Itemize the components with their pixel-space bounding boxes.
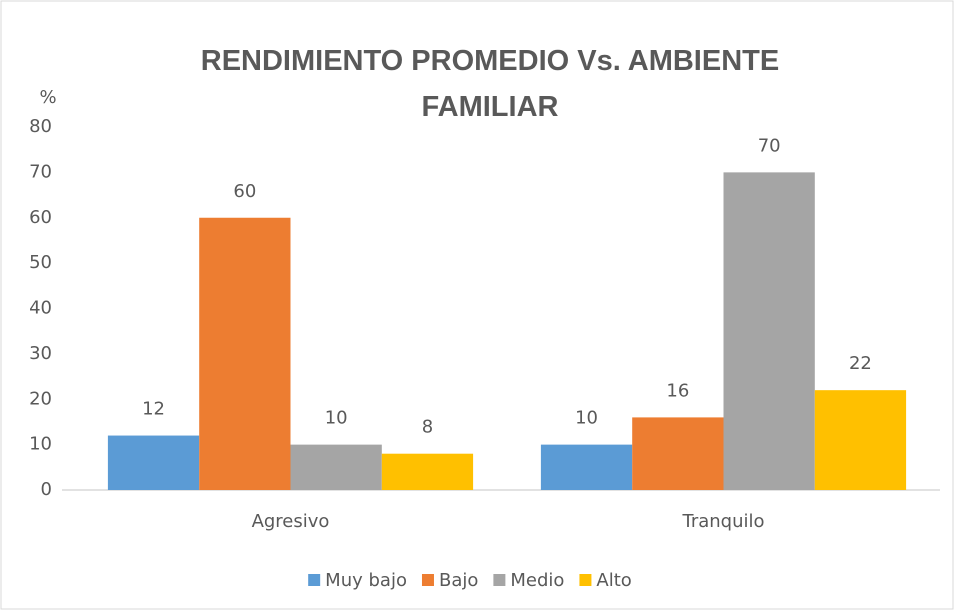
data-label: 70 (758, 135, 781, 156)
legend-label: Alto (596, 570, 631, 591)
legend-label: Muy bajo (325, 570, 407, 591)
bar (199, 217, 291, 490)
data-label: 10 (575, 408, 598, 429)
legend-swatch (421, 574, 434, 586)
data-label: 8 (422, 417, 433, 438)
legend-swatch (493, 574, 506, 586)
bar (290, 444, 382, 490)
bar (723, 172, 815, 490)
y-tick-label: 80 (29, 116, 52, 137)
y-tick-label: 10 (29, 434, 52, 455)
chart-title: RENDIMIENTO PROMEDIO Vs. AMBIENTE FAMILI… (200, 45, 780, 123)
data-label: 12 (142, 399, 165, 420)
y-tick-label: 70 (29, 161, 52, 182)
x-tick-label: Agresivo (252, 511, 330, 532)
data-label: 60 (233, 181, 256, 202)
y-axis-label: % (39, 87, 56, 108)
legend-swatch (579, 574, 592, 586)
y-tick-label: 30 (29, 343, 52, 364)
legend-label: Bajo (439, 570, 478, 591)
x-tick-label: Tranquilo (681, 511, 764, 532)
legend-swatch (308, 574, 321, 586)
data-label: 22 (849, 353, 872, 374)
legend-label: Medio (510, 570, 564, 591)
y-tick-label: 0 (41, 479, 52, 500)
bar (381, 453, 474, 490)
bar (540, 444, 633, 490)
y-tick-label: 40 (29, 298, 52, 319)
data-label: 10 (325, 408, 348, 429)
y-tick-label: 60 (29, 207, 52, 228)
bar (107, 435, 200, 490)
bar (632, 417, 724, 490)
data-label: 16 (666, 380, 689, 401)
bar (814, 390, 907, 490)
y-tick-label: 20 (29, 388, 52, 409)
y-tick-label: 50 (29, 252, 52, 273)
